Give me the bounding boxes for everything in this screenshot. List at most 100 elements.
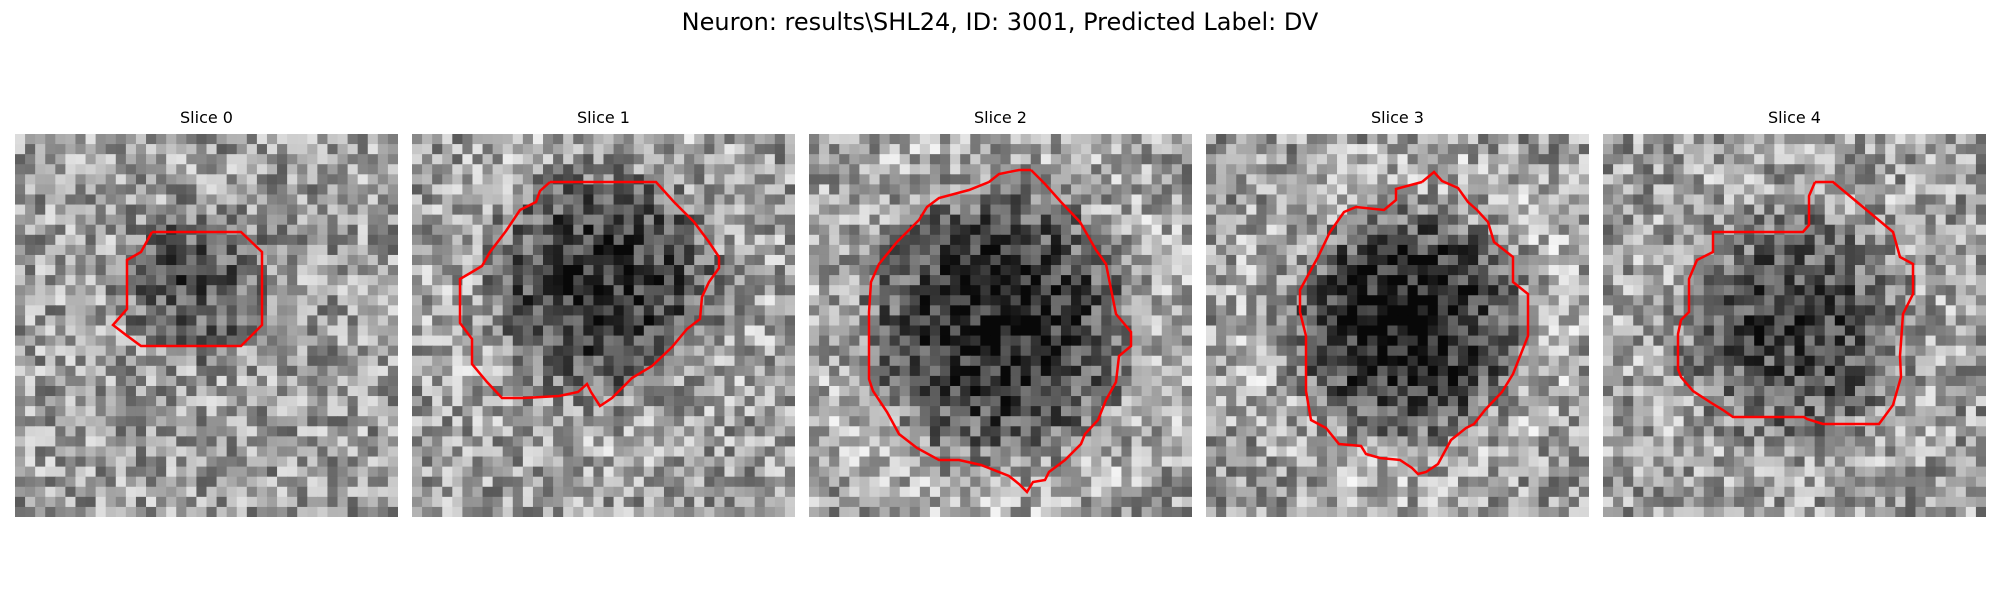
pixel-cell (1010, 436, 1022, 448)
pixel-cell (684, 406, 695, 417)
pixel-cell (960, 134, 971, 145)
pixel-cell (502, 315, 514, 327)
pixel-cell (663, 426, 675, 437)
pixel-cell (1020, 506, 1032, 517)
pixel-cell (462, 365, 474, 377)
pixel-cell (1427, 164, 1439, 175)
pixel-cell (1010, 446, 1022, 458)
pixel-cell (55, 375, 66, 387)
pixel-cell (694, 295, 705, 306)
pixel-cell (492, 285, 504, 296)
pixel-cell (226, 295, 238, 306)
pixel-cell (422, 476, 433, 488)
pixel-cell (532, 426, 544, 437)
pixel-cell (1081, 275, 1092, 286)
pixel-cell (1387, 214, 1399, 226)
pixel-cell (1367, 164, 1378, 175)
pixel-cell (1030, 426, 1042, 437)
pixel-cell (422, 244, 433, 256)
pixel-cell (45, 214, 56, 226)
pixel-cell (206, 234, 218, 246)
pixel-cell (694, 466, 705, 478)
pixel-cell (55, 486, 66, 498)
pixel-cell (929, 315, 941, 327)
pixel-cell (156, 436, 167, 448)
pixel-cell (387, 154, 398, 165)
pixel-cell (960, 265, 971, 276)
pixel-cell (462, 265, 474, 276)
pixel-cell (105, 144, 117, 155)
pixel-cell (633, 234, 645, 246)
pixel-cell (357, 144, 369, 155)
pixel-cell (452, 466, 463, 478)
pixel-cell (1276, 265, 1288, 276)
pixel-cell (337, 315, 349, 327)
pixel-cell (563, 335, 574, 347)
pixel-cell (1558, 144, 1570, 155)
pixel-cell (522, 134, 534, 145)
pixel-cell (186, 275, 198, 286)
pixel-cell (15, 144, 26, 155)
pixel-cell (532, 416, 544, 427)
pixel-cell (734, 406, 746, 417)
pixel-cell (1071, 244, 1082, 256)
pixel-cell (1040, 244, 1052, 256)
pixel-cell (653, 194, 665, 206)
pixel-cell (859, 456, 871, 468)
pixel-cell (327, 476, 339, 488)
pixel-cell (829, 365, 840, 377)
pixel-cell (532, 486, 544, 498)
pixel-cell (75, 486, 87, 498)
pixel-cell (246, 506, 258, 517)
pixel-cell (583, 265, 595, 276)
pixel-cell (186, 335, 198, 347)
pixel-cell (357, 285, 369, 296)
pixel-cell (472, 134, 484, 145)
pixel-cell (899, 476, 911, 488)
pixel-cell (1091, 315, 1102, 327)
pixel-cell (412, 315, 423, 327)
pixel-cell (176, 466, 187, 478)
pixel-cell (482, 164, 494, 175)
pixel-cell (889, 234, 901, 246)
pixel-cell (512, 174, 524, 185)
pixel-cell (809, 194, 820, 206)
pixel-cell (327, 436, 339, 448)
pixel-cell (879, 476, 891, 488)
pixel-cell (674, 325, 685, 337)
pixel-cell (412, 134, 423, 145)
pixel-cell (754, 265, 766, 276)
pixel-cell (940, 154, 951, 165)
pixel-cell (704, 406, 715, 417)
pixel-cell (553, 265, 564, 276)
pixel-cell (1367, 214, 1378, 226)
pixel-cell (75, 345, 87, 357)
pixel-cell (553, 144, 564, 155)
pixel-cell (809, 265, 820, 276)
pixel-cell (532, 325, 544, 337)
pixel-cell (734, 204, 746, 216)
pixel-cell (1171, 355, 1183, 367)
pixel-cell (196, 184, 208, 196)
pixel-cell (734, 134, 746, 145)
pixel-cell (1266, 244, 1278, 256)
pixel-cell (859, 234, 871, 246)
pixel-cell (367, 406, 379, 417)
pixel-cell (909, 456, 921, 468)
pixel-cell (879, 496, 891, 508)
pixel-cell (623, 214, 635, 226)
pixel-cell (347, 486, 359, 498)
pixel-cell (422, 486, 433, 498)
pixel-cell (1316, 154, 1328, 165)
pixel-cell (105, 476, 117, 488)
pixel-cell (206, 315, 218, 327)
pixel-cell (115, 496, 127, 508)
pixel-cell (206, 154, 218, 165)
pixel-cell (357, 496, 369, 508)
pixel-cell (829, 254, 840, 266)
pixel-cell (774, 476, 786, 488)
pixel-cell (1101, 214, 1112, 226)
pixel-cell (246, 476, 258, 488)
pixel-cell (422, 345, 433, 357)
pixel-cell (980, 496, 992, 508)
